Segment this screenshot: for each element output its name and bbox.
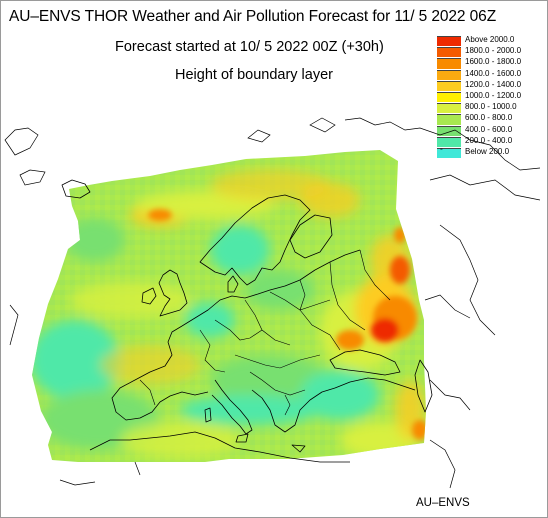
forecast-title: AU–ENVS THOR Weather and Air Pollution F…: [9, 8, 497, 25]
legend-swatch: [437, 36, 461, 47]
legend-label: 1400.0 - 1600.0: [465, 68, 522, 78]
legend-item: 800.0 - 1000.0: [437, 102, 547, 114]
legend-item: 1800.0 - 2000.0: [437, 46, 547, 58]
legend-label: Below 200.0: [465, 146, 510, 156]
legend-swatch: [437, 80, 461, 91]
legend-label: 600.0 - 800.0: [465, 113, 513, 123]
footer-credit: AU–ENVS: [416, 497, 470, 509]
coastlines: [61, 179, 433, 463]
legend-label: 1000.0 - 1200.0: [465, 90, 522, 100]
color-legend: Above 2000.0 1800.0 - 2000.0 1600.0 - 1800…: [437, 35, 547, 159]
legend-label: 400.0 - 600.0: [465, 124, 513, 134]
legend-swatch-glyph: °: [440, 147, 443, 155]
legend-item: 600.0 - 800.0: [437, 113, 547, 125]
legend-label: Above 2000.0: [465, 35, 515, 44]
legend-swatch: [437, 69, 461, 80]
forecast-start-time: Forecast started at 10/ 5 2022 00Z (+30h…: [115, 39, 384, 55]
forecast-field: [32, 150, 426, 462]
legend-swatch: [437, 91, 461, 103]
legend-item: 400.0 - 600.0: [437, 124, 547, 137]
country-borders: [139, 249, 391, 416]
legend-label: 200.0 - 400.0: [465, 135, 513, 145]
legend-swatch: °: [437, 147, 461, 159]
legend-item: 1600.0 - 1800.0: [437, 57, 547, 69]
legend-item: 200.0 - 400.0: [437, 135, 547, 148]
legend-label: 1800.0 - 2000.0: [465, 46, 522, 56]
legend-item: Above 2000.0: [437, 35, 547, 47]
legend-item: 1200.0 - 1400.0: [437, 79, 547, 92]
legend-item: ° Below 200.0: [437, 146, 547, 159]
legend-item: 1400.0 - 1600.0: [437, 68, 547, 81]
legend-swatch: [437, 114, 461, 125]
legend-swatch: [437, 125, 461, 136]
legend-label: 800.0 - 1000.0: [465, 102, 517, 112]
legend-swatch: [437, 103, 461, 114]
legend-swatch: [437, 47, 461, 58]
outer-coastlines: [4, 117, 541, 489]
legend-swatch: [437, 136, 461, 147]
legend-item: 1000.0 - 1200.0: [437, 90, 547, 103]
legend-label: 1600.0 - 1800.0: [465, 57, 522, 67]
legend-label: 1200.0 - 1400.0: [465, 79, 522, 89]
parameter-name: Height of boundary layer: [175, 67, 333, 83]
legend-swatch: [437, 58, 461, 69]
